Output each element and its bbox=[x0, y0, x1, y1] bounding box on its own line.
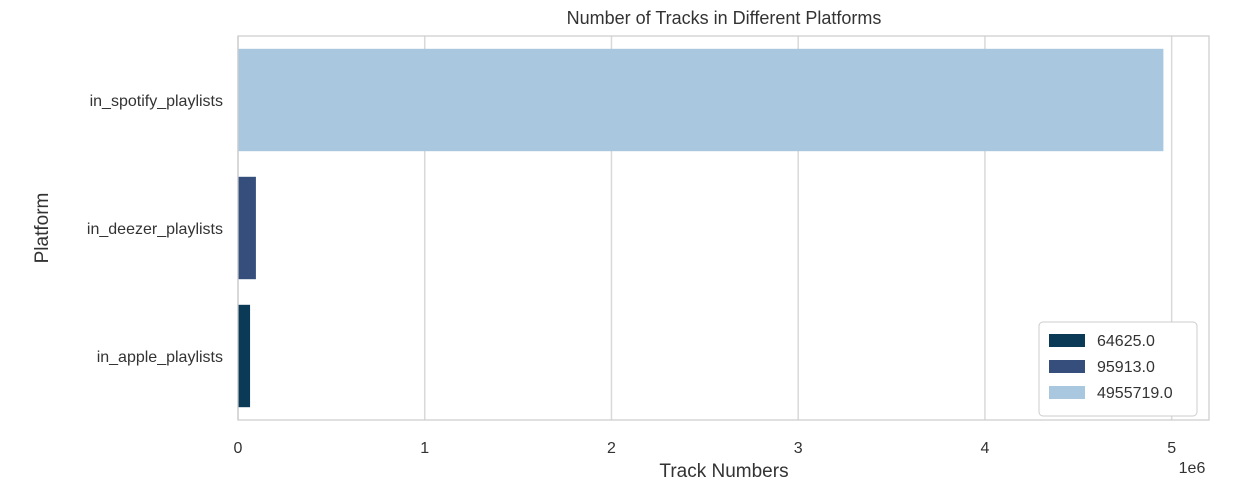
legend-label: 4955719.0 bbox=[1097, 385, 1173, 402]
y-axis-title: Platform bbox=[32, 193, 53, 264]
x-axis-title: Track Numbers bbox=[659, 461, 788, 482]
x-tick-label: 0 bbox=[234, 440, 243, 457]
legend: 64625.0 95913.0 4955719.0 bbox=[1038, 321, 1198, 417]
y-tick-label: in_apple_playlists bbox=[97, 349, 223, 366]
x-tick-label: 3 bbox=[794, 440, 803, 457]
x-scale-label: 1e6 bbox=[1179, 460, 1206, 477]
legend-swatch bbox=[1049, 334, 1085, 347]
x-tick-label: 1 bbox=[420, 440, 429, 457]
y-tick-label: in_spotify_playlists bbox=[90, 93, 223, 110]
x-tick-label: 4 bbox=[980, 440, 989, 457]
legend-swatch bbox=[1049, 360, 1085, 373]
legend-swatch bbox=[1049, 386, 1085, 399]
bar-in_apple_playlists bbox=[238, 304, 251, 408]
y-tick-label: in_deezer_playlists bbox=[87, 221, 223, 238]
bar-in_deezer_playlists bbox=[238, 176, 256, 280]
bar-in_spotify_playlists bbox=[238, 48, 1164, 152]
x-tick-label: 5 bbox=[1167, 440, 1176, 457]
plot-frame bbox=[237, 35, 1210, 421]
x-tick-labels: 0 1 2 3 4 5 bbox=[234, 440, 1177, 457]
chart-title: Number of Tracks in Different Platforms bbox=[567, 8, 882, 28]
legend-label: 95913.0 bbox=[1097, 359, 1155, 376]
bars bbox=[238, 48, 1164, 408]
x-tick-label: 2 bbox=[607, 440, 616, 457]
legend-label: 64625.0 bbox=[1097, 333, 1155, 350]
y-tick-labels: in_spotify_playlists in_deezer_playlistsi… bbox=[87, 93, 223, 366]
